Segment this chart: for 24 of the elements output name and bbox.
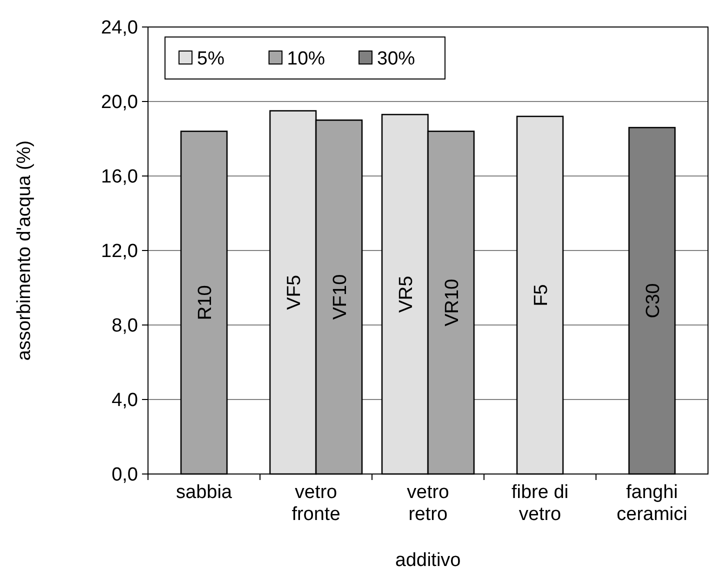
data-label: VR5 — [396, 276, 417, 313]
x-tick-label: sabbia — [176, 482, 232, 503]
legend-label: 5% — [197, 48, 225, 70]
y-tick-label: 4,0 — [112, 390, 138, 412]
data-label: VR10 — [442, 278, 463, 326]
y-tick-label: 12,0 — [101, 241, 138, 262]
y-axis-title: assorbimento d'acqua (%) — [14, 140, 35, 361]
data-label: VF10 — [330, 274, 351, 320]
x-tick-label: fanghi ceramici — [616, 482, 688, 525]
x-tick-label: vetro fronte — [292, 482, 340, 525]
y-tick-label: 24,0 — [101, 18, 138, 39]
data-label: C30 — [643, 283, 664, 318]
y-tick-label: 0,0 — [112, 464, 138, 486]
data-label: VF5 — [284, 274, 305, 310]
legend-label: 10% — [287, 48, 326, 70]
legend-label: 30% — [377, 48, 416, 70]
data-label: R10 — [195, 285, 216, 320]
y-tick-label: 16,0 — [101, 166, 138, 188]
x-tick-label: fibre di vetro — [511, 482, 569, 525]
data-label: F5 — [531, 284, 552, 306]
y-tick-label: 20,0 — [101, 92, 138, 114]
x-axis-title: additivo — [395, 550, 461, 571]
y-tick-label: 8,0 — [112, 316, 138, 337]
x-tick-label: vetro retro — [406, 482, 450, 525]
